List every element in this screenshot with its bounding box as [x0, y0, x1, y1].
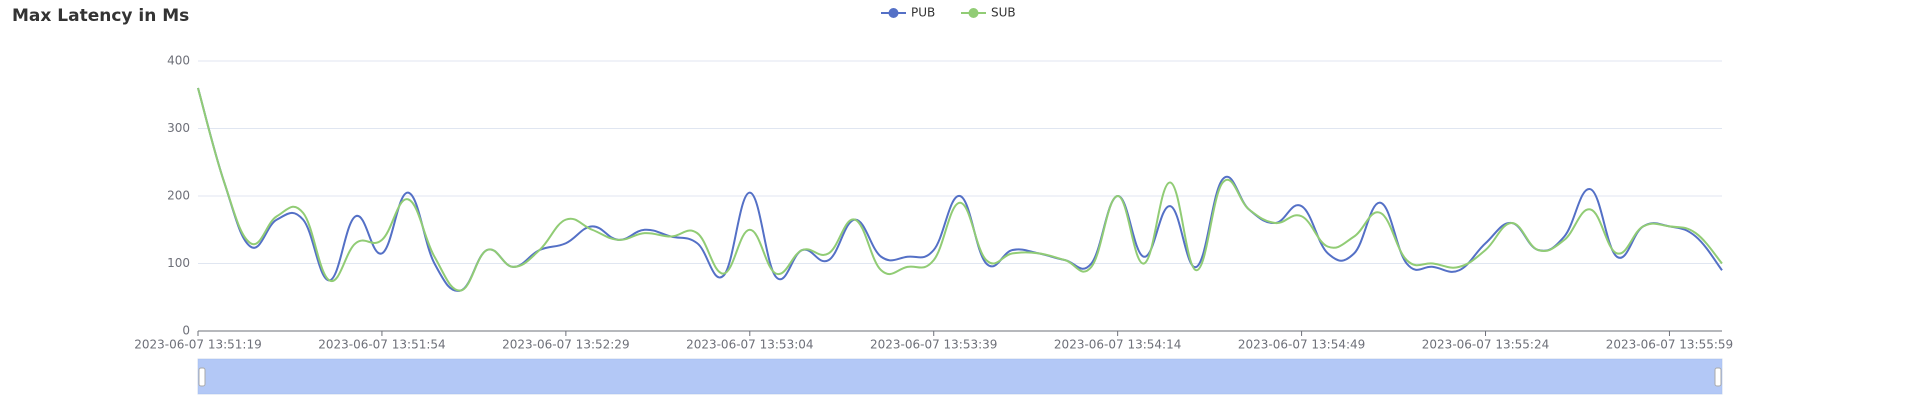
legend-item[interactable]: SUB [961, 6, 1016, 20]
x-tick-label: 2023-06-07 13:52:29 [502, 338, 629, 352]
legend-label: PUB [911, 6, 935, 20]
legend-swatch [968, 8, 979, 18]
x-tick-label: 2023-06-07 13:54:14 [1054, 338, 1181, 352]
x-tick-label: 2023-06-07 13:51:19 [134, 338, 261, 352]
x-tick-label: 2023-06-07 13:53:39 [870, 338, 997, 352]
y-tick-label: 0 [182, 324, 190, 338]
legend-label: SUB [991, 6, 1016, 20]
x-tick-label: 2023-06-07 13:51:54 [318, 338, 445, 352]
y-tick-label: 200 [167, 189, 190, 203]
slider-handle[interactable] [1714, 367, 1722, 387]
x-tick-label: 2023-06-07 13:54:49 [1238, 338, 1365, 352]
legend-swatch [888, 8, 899, 18]
y-tick-label: 100 [167, 256, 190, 270]
data-zoom-slider[interactable] [197, 358, 1723, 395]
y-tick-label: 300 [167, 121, 190, 135]
x-tick-label: 2023-06-07 13:55:59 [1606, 338, 1733, 352]
line-series [197, 87, 1723, 292]
line-series [197, 87, 1723, 292]
x-tick-label: 2023-06-07 13:53:04 [686, 338, 813, 352]
slider-window[interactable] [198, 359, 1722, 394]
y-tick-label: 400 [167, 54, 190, 68]
slider-handle[interactable] [198, 367, 206, 387]
legend-item[interactable]: PUB [881, 6, 935, 20]
x-tick-label: 2023-06-07 13:55:24 [1422, 338, 1549, 352]
chart-title: Max Latency in Ms [12, 6, 189, 26]
